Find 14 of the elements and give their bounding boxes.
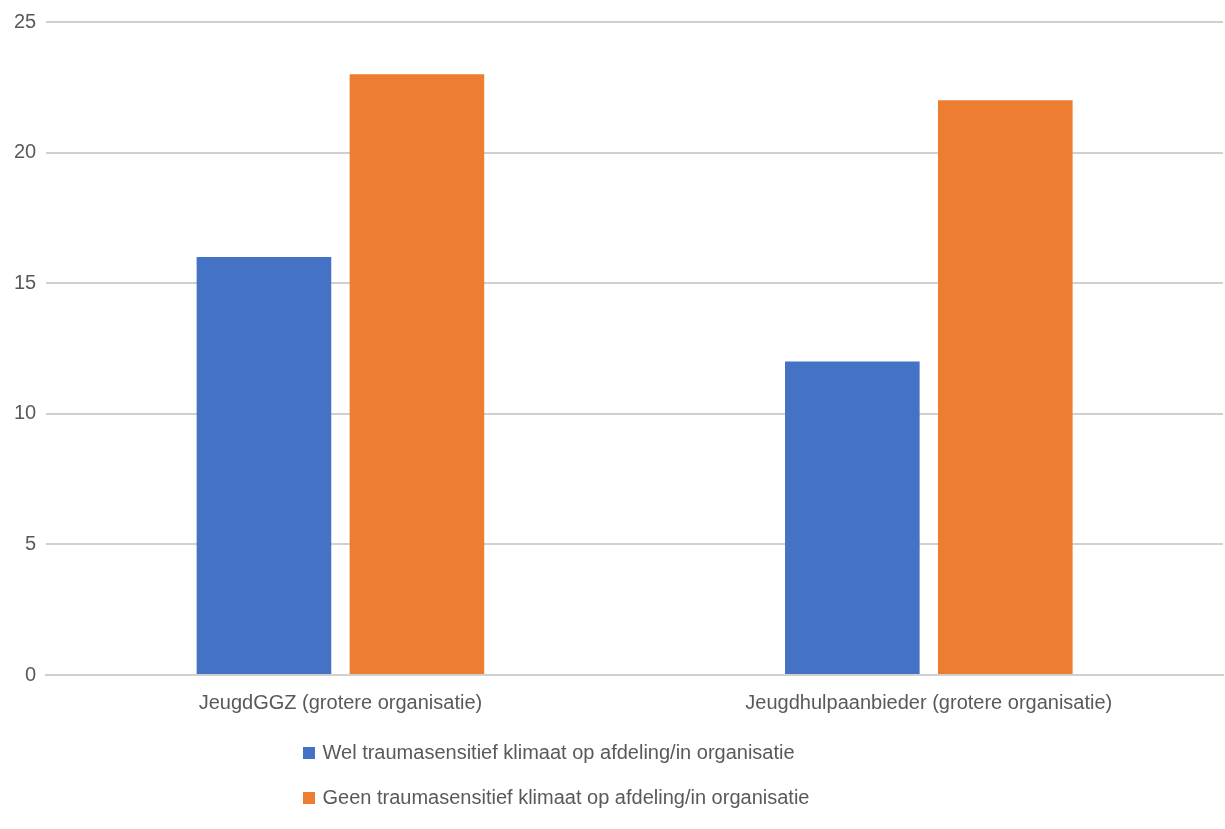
legend-label: Geen traumasensitief klimaat op afdeling/in organisatie (322, 786, 810, 809)
y-tick-label: 0 (25, 662, 37, 685)
y-tick-label: 10 (14, 401, 37, 424)
legend-label: Wel traumasensitief klimaat op afdeling/in organisatie (322, 741, 795, 764)
x-tick-label: JeugdGGZ (grotere organisatie) (198, 690, 483, 713)
bar (196, 257, 332, 674)
bar (785, 361, 920, 674)
y-tick-label: 25 (14, 9, 37, 32)
bar (937, 100, 1073, 674)
y-tick-label: 15 (14, 270, 37, 293)
bar (349, 74, 485, 674)
x-tick-label: Jeugdhulpaanbieder (grotere organisatie) (745, 690, 1113, 713)
y-tick-label: 20 (14, 140, 37, 163)
y-tick-label: 5 (25, 531, 37, 554)
